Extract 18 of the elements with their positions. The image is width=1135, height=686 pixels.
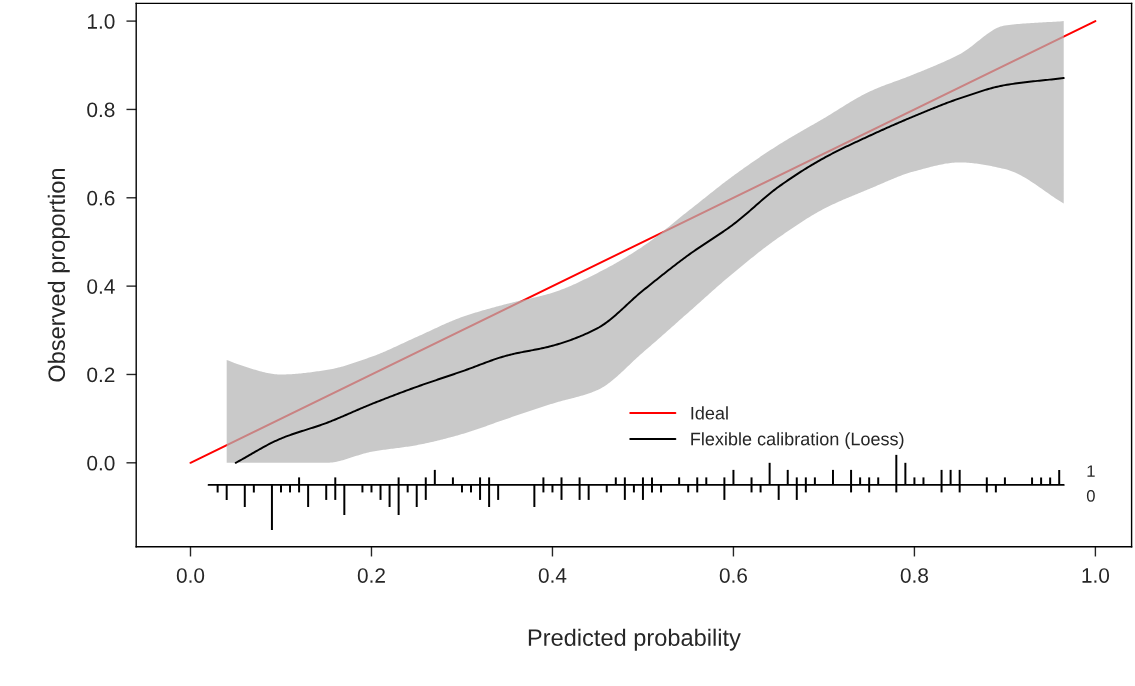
- y-tick-label: 0.8: [87, 102, 115, 118]
- annotation: 0: [1086, 489, 1095, 502]
- x-tick-label: 0.8: [900, 568, 928, 583]
- x-tick-label: 0.2: [357, 568, 385, 583]
- y-tick-label: 0.0: [87, 455, 115, 471]
- x-tick-label: 0.6: [719, 568, 747, 583]
- x-tick-label: 1.0: [1082, 568, 1110, 583]
- x-axis-title: Predicted probability: [528, 628, 741, 651]
- x-tick-label: 0.0: [176, 568, 205, 583]
- y-tick-label: 1.0: [88, 14, 115, 29]
- annotation: 1: [1087, 465, 1095, 477]
- y-tick-label: 0.6: [87, 190, 115, 206]
- x-tick-label: 0.4: [538, 568, 567, 583]
- legend-label: Flexible calibration (Loess): [691, 432, 904, 449]
- y-tick-label: 0.4: [87, 279, 115, 294]
- legend-label: Ideal: [691, 406, 728, 420]
- y-axis-title: Observed proportion: [47, 168, 70, 382]
- y-tick-label: 0.2: [87, 367, 115, 383]
